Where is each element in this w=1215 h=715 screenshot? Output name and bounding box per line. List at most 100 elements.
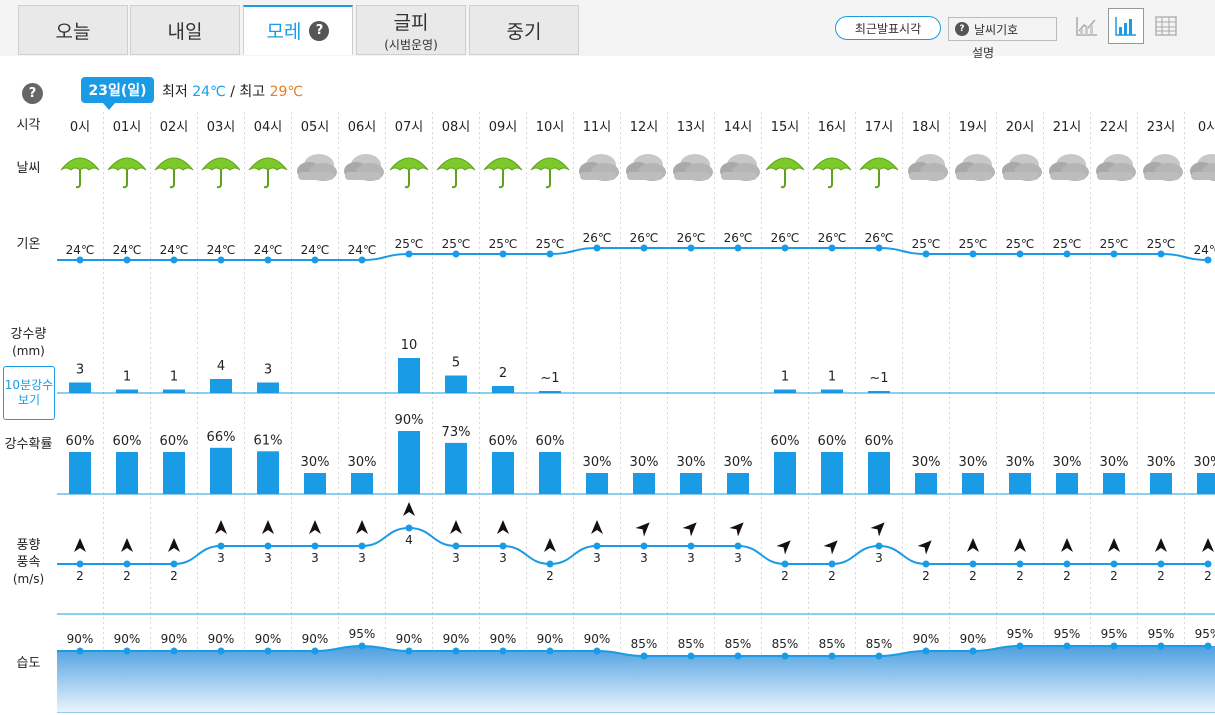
precip-prob-label: 30% bbox=[1100, 455, 1129, 470]
temperature-label: 25℃ bbox=[442, 237, 471, 251]
precip-prob-label: 30% bbox=[724, 455, 753, 470]
humidity-label: 90% bbox=[443, 632, 470, 646]
wind-point bbox=[499, 542, 507, 550]
humidity-point bbox=[1157, 642, 1165, 650]
precip-prob-bar bbox=[492, 452, 514, 494]
temperature-point bbox=[969, 250, 977, 258]
wind-arrow-icon bbox=[1014, 538, 1026, 552]
humidity-label: 90% bbox=[67, 632, 94, 646]
wind-arrow-icon bbox=[917, 540, 932, 555]
table-view-button[interactable] bbox=[1148, 8, 1184, 44]
cloud-icon bbox=[673, 154, 713, 181]
wind-arrow-icon bbox=[823, 540, 838, 555]
wind-arrow-icon bbox=[1155, 538, 1167, 552]
precip-prob-label: 30% bbox=[583, 455, 612, 470]
temperature-label: 25℃ bbox=[1053, 237, 1082, 251]
recent-release-button[interactable]: 최근발표시각 bbox=[835, 16, 941, 40]
umbrella-icon bbox=[389, 157, 429, 189]
precip-bar bbox=[398, 358, 420, 393]
temperature-point bbox=[687, 244, 695, 252]
wind-speed-label: 3 bbox=[499, 551, 507, 565]
precip-label: 3 bbox=[76, 363, 84, 378]
tab-mid-term[interactable]: 중기 bbox=[469, 5, 579, 55]
humidity-point bbox=[875, 652, 883, 660]
precipitation-bars: 3 1 1 4 3 10 5 2 ~1 1 1 ~1 bbox=[69, 338, 890, 393]
humidity-point bbox=[593, 647, 601, 655]
hour-label: 07시 bbox=[395, 120, 424, 135]
wind-arrow-icon bbox=[967, 538, 979, 552]
humidity-point bbox=[734, 652, 742, 660]
precip-prob-bar bbox=[445, 442, 467, 494]
precip-bar bbox=[210, 379, 232, 393]
hour-label: 05시 bbox=[301, 120, 330, 135]
row-label-wind-dir: 풍향 bbox=[16, 538, 41, 553]
temperature-point bbox=[264, 256, 272, 264]
precip-prob-bar bbox=[1103, 473, 1125, 494]
tab-3days-later[interactable]: 글피 (시범운영) bbox=[356, 5, 466, 55]
cloud-base bbox=[627, 172, 663, 180]
precip-prob-bar bbox=[1197, 473, 1215, 494]
precip-label: 1 bbox=[123, 370, 131, 385]
hour-label: 22시 bbox=[1100, 120, 1129, 135]
precip-prob-label: 60% bbox=[536, 434, 565, 449]
temperature-label: 25℃ bbox=[912, 237, 941, 251]
weather-symbol-desc: 설명 bbox=[972, 46, 995, 60]
temperature-label: 25℃ bbox=[489, 237, 518, 251]
tab-today[interactable]: 오늘 bbox=[18, 5, 128, 55]
line-chart-view-button[interactable] bbox=[1069, 8, 1105, 44]
precip-prob-label: 60% bbox=[818, 434, 847, 449]
temperature-point bbox=[76, 256, 84, 264]
humidity-point bbox=[452, 647, 460, 655]
rain-10min-button[interactable]: 10분강수보기 bbox=[3, 366, 55, 420]
temperature-label: 24℃ bbox=[301, 243, 330, 257]
tab-day-after-tomorrow[interactable]: 모레? bbox=[243, 5, 353, 55]
hour-label: 23시 bbox=[1147, 120, 1176, 135]
umbrella-handle bbox=[216, 170, 222, 189]
precip-prob-label: 30% bbox=[1194, 455, 1215, 470]
wind-speed-label: 3 bbox=[358, 551, 366, 565]
umbrella-handle bbox=[169, 170, 175, 189]
humidity-label: 90% bbox=[913, 632, 940, 646]
wind-point bbox=[546, 560, 554, 568]
wind-point bbox=[640, 542, 648, 550]
humidity-label: 85% bbox=[678, 637, 705, 651]
temperature-label: 24℃ bbox=[348, 243, 377, 257]
precip-bar bbox=[821, 389, 843, 393]
precip-bar bbox=[492, 386, 514, 393]
hour-label: 0시 bbox=[1198, 120, 1215, 135]
hour-label: 06시 bbox=[348, 120, 377, 135]
wind-point bbox=[969, 560, 977, 568]
humidity-label: 90% bbox=[584, 632, 611, 646]
humidity-point bbox=[828, 652, 836, 660]
weather-icons bbox=[60, 154, 1215, 189]
weather-symbol-button[interactable]: ? 날씨기호 bbox=[948, 17, 1057, 41]
wind-point bbox=[170, 560, 178, 568]
weather-symbol-label: 날씨기호 bbox=[974, 22, 1019, 37]
temperature-point bbox=[170, 256, 178, 264]
wind-point bbox=[1063, 560, 1071, 568]
wind-speed-label: 4 bbox=[405, 533, 413, 547]
precip-prob-bar bbox=[915, 473, 937, 494]
temperature-label: 26℃ bbox=[677, 231, 706, 245]
wind-point bbox=[687, 542, 695, 550]
temperature-label: 24℃ bbox=[254, 243, 283, 257]
cloud-icon bbox=[1002, 154, 1042, 181]
precip-prob-bar bbox=[680, 473, 702, 494]
umbrella-canopy bbox=[436, 157, 476, 171]
tab-3days-sub: (시범운영) bbox=[384, 37, 438, 52]
humidity-point bbox=[781, 652, 789, 660]
wind-arrow-icon bbox=[1202, 538, 1214, 552]
wind-speed-label: 2 bbox=[828, 569, 836, 583]
umbrella-icon bbox=[483, 157, 523, 189]
bar-chart-view-button[interactable] bbox=[1108, 8, 1144, 44]
wind-point bbox=[734, 542, 742, 550]
help-icon[interactable]: ? bbox=[22, 83, 43, 104]
precip-prob-label: 30% bbox=[912, 455, 941, 470]
tab-tomorrow[interactable]: 내일 bbox=[130, 5, 240, 55]
wind-speed-label: 3 bbox=[875, 551, 883, 565]
wind-series: 2 2 2 3 3 3 3 4 3 3 2 3 3 3 3 2 2 3 2 2 2 2 2 2 2 bbox=[57, 502, 1214, 583]
wind-arrow-icon bbox=[450, 520, 462, 534]
help-icon[interactable]: ? bbox=[309, 20, 330, 41]
temperature-point bbox=[123, 256, 131, 264]
precip-prob-bar bbox=[821, 452, 843, 494]
